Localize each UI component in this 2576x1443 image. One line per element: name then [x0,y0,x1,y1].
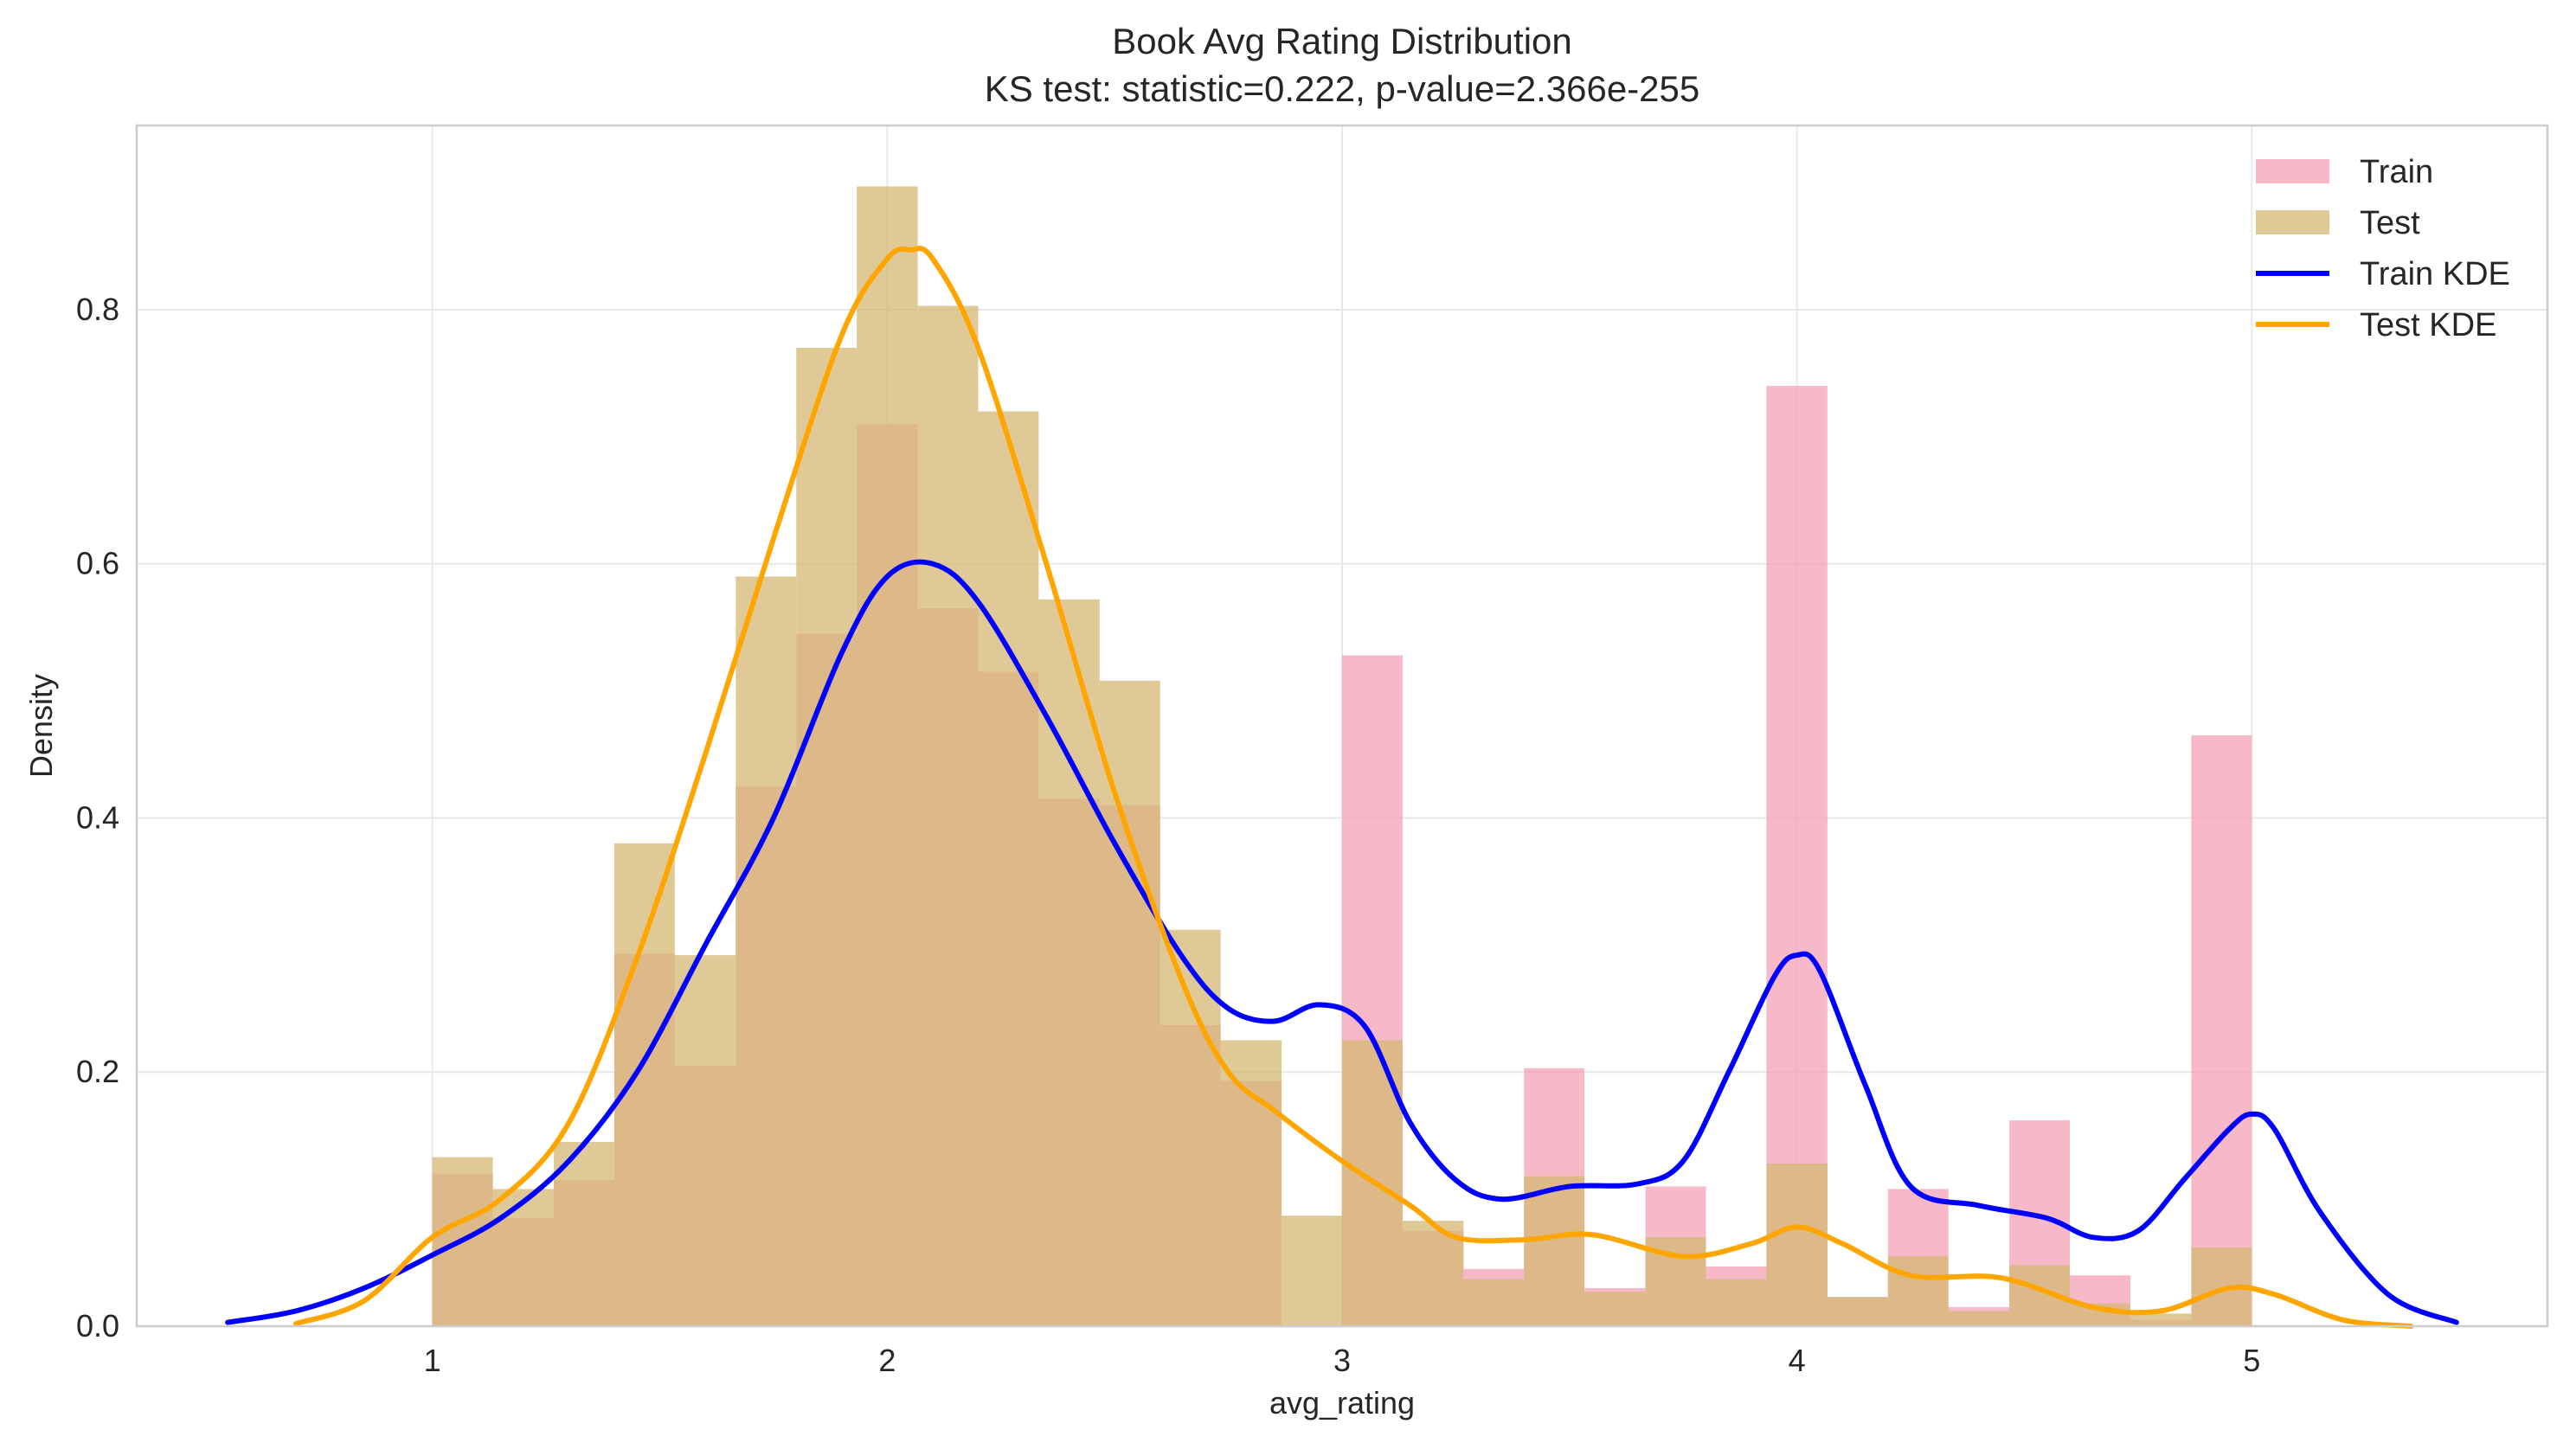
test-bar [1220,1040,1282,1326]
legend-label-test: Test [2360,205,2420,241]
legend-label-train-kde: Train KDE [2360,256,2510,292]
test-bar [492,1189,555,1326]
test-bar [2130,1313,2192,1326]
test-bar [917,305,979,1327]
y-axis-label: Density [23,674,59,778]
test-bar [613,843,675,1326]
train-bar [2191,735,2252,1326]
legend-label-test-kde: Test KDE [2360,307,2496,343]
y-tick-label: 0.6 [76,546,119,581]
test-bar [736,576,797,1326]
lines-layer [225,246,2459,1329]
test-kde-line [292,246,2414,1329]
y-tick-label: 0.8 [76,292,119,327]
ticks-layer: 1 2 3 4 5 0.0 0.2 0.4 0.6 0.8 [76,292,2260,1378]
x-axis-label: avg_rating [1269,1385,1415,1421]
test-bar [1160,929,1221,1326]
test-bar [978,411,1039,1326]
x-tick-label: 4 [1789,1343,1806,1378]
chart-subtitle: KS test: statistic=0.222, p-value=2.366e… [985,68,1700,109]
chart-title: Book Avg Rating Distribution [1112,21,1572,61]
test-bar [796,348,858,1326]
x-tick-label: 1 [424,1343,441,1378]
train-kde-line [225,559,2459,1325]
legend: Train Test Train KDE Test KDE [2256,154,2510,343]
x-tick-label: 2 [878,1343,896,1378]
legend-swatch-train [2256,159,2329,183]
legend-swatch-test [2256,210,2329,234]
test-bar [554,1142,614,1326]
test-bar [1463,1279,1525,1326]
test-bar [1887,1256,1949,1326]
test-bar [1584,1292,1646,1326]
test-bar [1524,1176,1585,1326]
x-tick-label: 5 [2243,1343,2260,1378]
bars-layer [432,186,2252,1327]
test-bar [1099,680,1160,1326]
legend-label-train: Train [2360,154,2433,190]
x-tick-label: 3 [1333,1343,1351,1378]
test-bar [1948,1311,2010,1326]
test-bar [1282,1215,1342,1326]
y-tick-label: 0.0 [76,1308,119,1344]
test-bar [1766,1163,1828,1326]
test-bar [674,955,736,1326]
test-bar [1706,1279,1767,1326]
y-tick-label: 0.4 [76,799,119,835]
test-bar [1827,1297,1888,1326]
test-bar [857,186,918,1326]
y-tick-label: 0.2 [76,1054,119,1089]
plot-frame [135,124,2549,1328]
